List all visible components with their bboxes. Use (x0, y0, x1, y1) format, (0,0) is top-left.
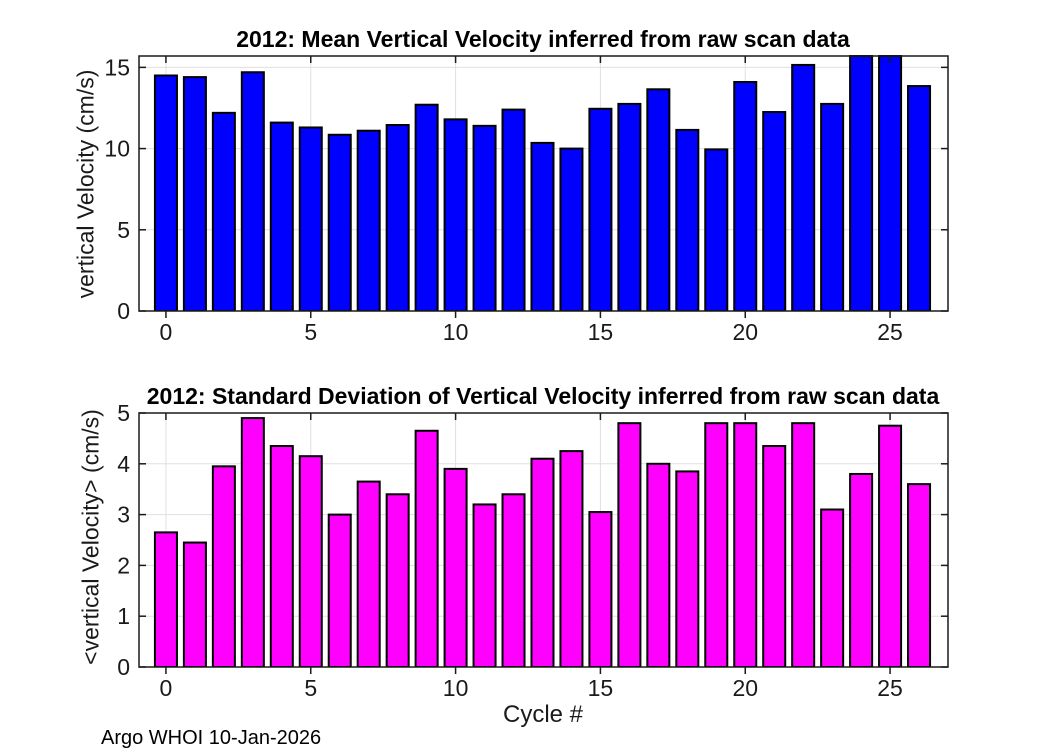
bar-series (153, 417, 932, 667)
bottom-y-axis-label: <vertical Velocity> (cm/s) (77, 409, 104, 665)
x-tick-label: 15 (588, 675, 614, 701)
bar-cycle-6 (327, 513, 352, 667)
bar-cycle-22 (791, 422, 816, 667)
bar-cycle-20 (733, 80, 758, 311)
x-tick-label: 0 (160, 675, 173, 701)
bar-cycle-22 (791, 63, 816, 311)
bar-cycle-8 (385, 493, 410, 667)
bar-cycle-4 (269, 121, 294, 311)
y-tick-label: 5 (117, 217, 130, 243)
x-tick-label: 5 (304, 675, 317, 701)
bar-cycle-21 (762, 445, 787, 667)
bar-cycle-15 (588, 511, 613, 667)
x-tick-label: 20 (732, 675, 758, 701)
bar-cycle-19 (704, 422, 729, 667)
bar-cycle-26 (907, 483, 932, 667)
bar-cycle-11 (472, 503, 497, 667)
x-tick-label: 10 (443, 319, 469, 345)
bar-cycle-13 (530, 457, 555, 667)
bar-cycle-14 (559, 450, 584, 667)
bar-cycle-0 (153, 531, 178, 667)
bar-cycle-11 (472, 124, 497, 311)
chart-area-1: 0 5 10 15 20 25 0 1 2 3 4 5 (117, 400, 949, 701)
bar-cycle-24 (849, 55, 874, 311)
bar-cycle-23 (820, 508, 845, 667)
bar-cycle-4 (269, 445, 294, 667)
bar-cycle-23 (820, 102, 845, 311)
top-chart-title: 2012: Mean Vertical Velocity inferred fr… (236, 26, 850, 52)
bar-cycle-1 (182, 541, 207, 667)
axes-frame (138, 55, 949, 312)
bar-cycle-2 (211, 111, 236, 311)
bar-cycle-20 (733, 422, 758, 667)
bar-cycle-24 (849, 472, 874, 667)
y-tick-label: 0 (117, 654, 130, 680)
figure-footer-text: Argo WHOI 10-Jan-2026 (101, 727, 322, 749)
bar-cycle-9 (414, 429, 439, 667)
y-tick-label: 10 (104, 136, 130, 162)
bar-cycle-7 (356, 480, 381, 667)
bar-cycle-25 (878, 424, 903, 667)
y-tick-label: 4 (117, 451, 130, 477)
bar-cycle-21 (762, 111, 787, 311)
bar-cycle-18 (675, 470, 700, 667)
bar-cycle-0 (153, 74, 178, 311)
x-tick-label: 25 (877, 675, 903, 701)
bar-cycle-2 (211, 465, 236, 667)
top-y-axis-label: vertical Velocity (cm/s) (72, 69, 99, 299)
bar-cycle-25 (878, 55, 903, 311)
bar-cycle-15 (588, 107, 613, 311)
y-tick-label: 5 (117, 400, 130, 426)
x-axis-label: Cycle # (502, 701, 584, 728)
bar-cycle-6 (327, 133, 352, 311)
x-tick-label: 15 (588, 319, 614, 345)
bar-cycle-8 (385, 124, 410, 311)
bar-cycle-5 (298, 126, 323, 311)
bar-cycle-18 (675, 128, 700, 311)
bar-cycle-17 (646, 462, 671, 667)
bar-cycle-12 (501, 493, 526, 667)
bar-cycle-26 (907, 85, 932, 311)
bottom-chart-title: 2012: Standard Deviation of Vertical Vel… (146, 383, 940, 409)
x-tick-label: 5 (304, 319, 317, 345)
x-tick-label: 25 (877, 319, 903, 345)
bar-cycle-17 (646, 88, 671, 311)
bar-cycle-3 (240, 417, 265, 667)
chart-area-0: 0 5 10 15 20 25 0 5 10 15 (104, 54, 949, 345)
x-tick-label: 20 (732, 319, 758, 345)
bar-cycle-16 (617, 102, 642, 311)
bar-cycle-9 (414, 103, 439, 311)
bar-cycle-12 (501, 108, 526, 311)
y-tick-label: 1 (117, 603, 130, 629)
y-tick-label: 15 (104, 54, 130, 80)
bar-cycle-10 (443, 118, 468, 311)
bar-cycle-3 (240, 71, 265, 311)
bar-cycle-13 (530, 141, 555, 311)
y-tick-label: 0 (117, 298, 130, 324)
bar-cycle-10 (443, 467, 468, 667)
bar-series (153, 55, 932, 311)
bar-cycle-5 (298, 455, 323, 667)
bar-cycle-19 (704, 148, 729, 311)
bar-cycle-1 (182, 76, 207, 311)
x-tick-label: 0 (160, 319, 173, 345)
bar-cycle-7 (356, 129, 381, 311)
axes-frame (138, 412, 949, 668)
y-tick-label: 2 (117, 552, 130, 578)
bar-cycle-14 (559, 147, 584, 311)
bar-cycle-16 (617, 422, 642, 667)
y-tick-label: 3 (117, 502, 130, 528)
x-tick-label: 10 (443, 675, 469, 701)
